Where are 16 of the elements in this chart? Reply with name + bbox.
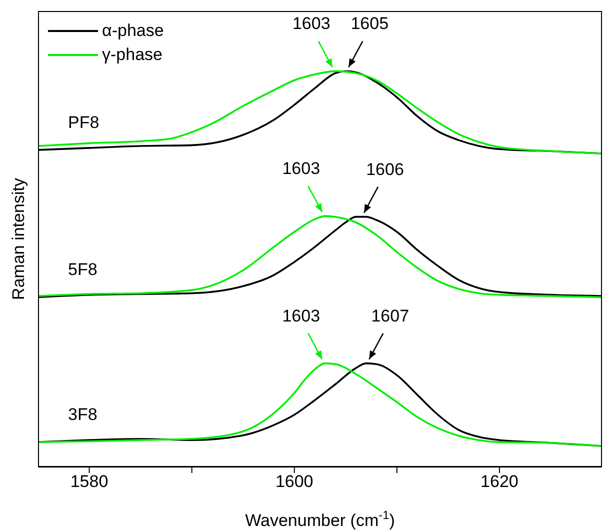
annotation: 1603 [282, 306, 320, 326]
annotation: 1603 [282, 159, 320, 178]
legend-label: γ-phase [102, 45, 162, 65]
annotation: PF8 [68, 112, 100, 132]
annotation: 1603 [292, 14, 330, 34]
annotation: 1607 [371, 306, 410, 326]
x-tick-label: 1580 [70, 472, 108, 492]
x-axis-title: Wavenumber (cm$^{-1}$) [245, 508, 395, 530]
x-tick-label: 1600 [275, 472, 314, 492]
x-tick-label: 1620 [480, 472, 518, 492]
annotation: 1605 [350, 14, 389, 34]
annotation: 1606 [366, 160, 404, 179]
annotation: 3F8 [68, 405, 98, 424]
annotation: 5F8 [68, 260, 98, 280]
y-axis-title: Raman intensity [9, 178, 29, 300]
legend-label: α-phase [102, 21, 164, 41]
